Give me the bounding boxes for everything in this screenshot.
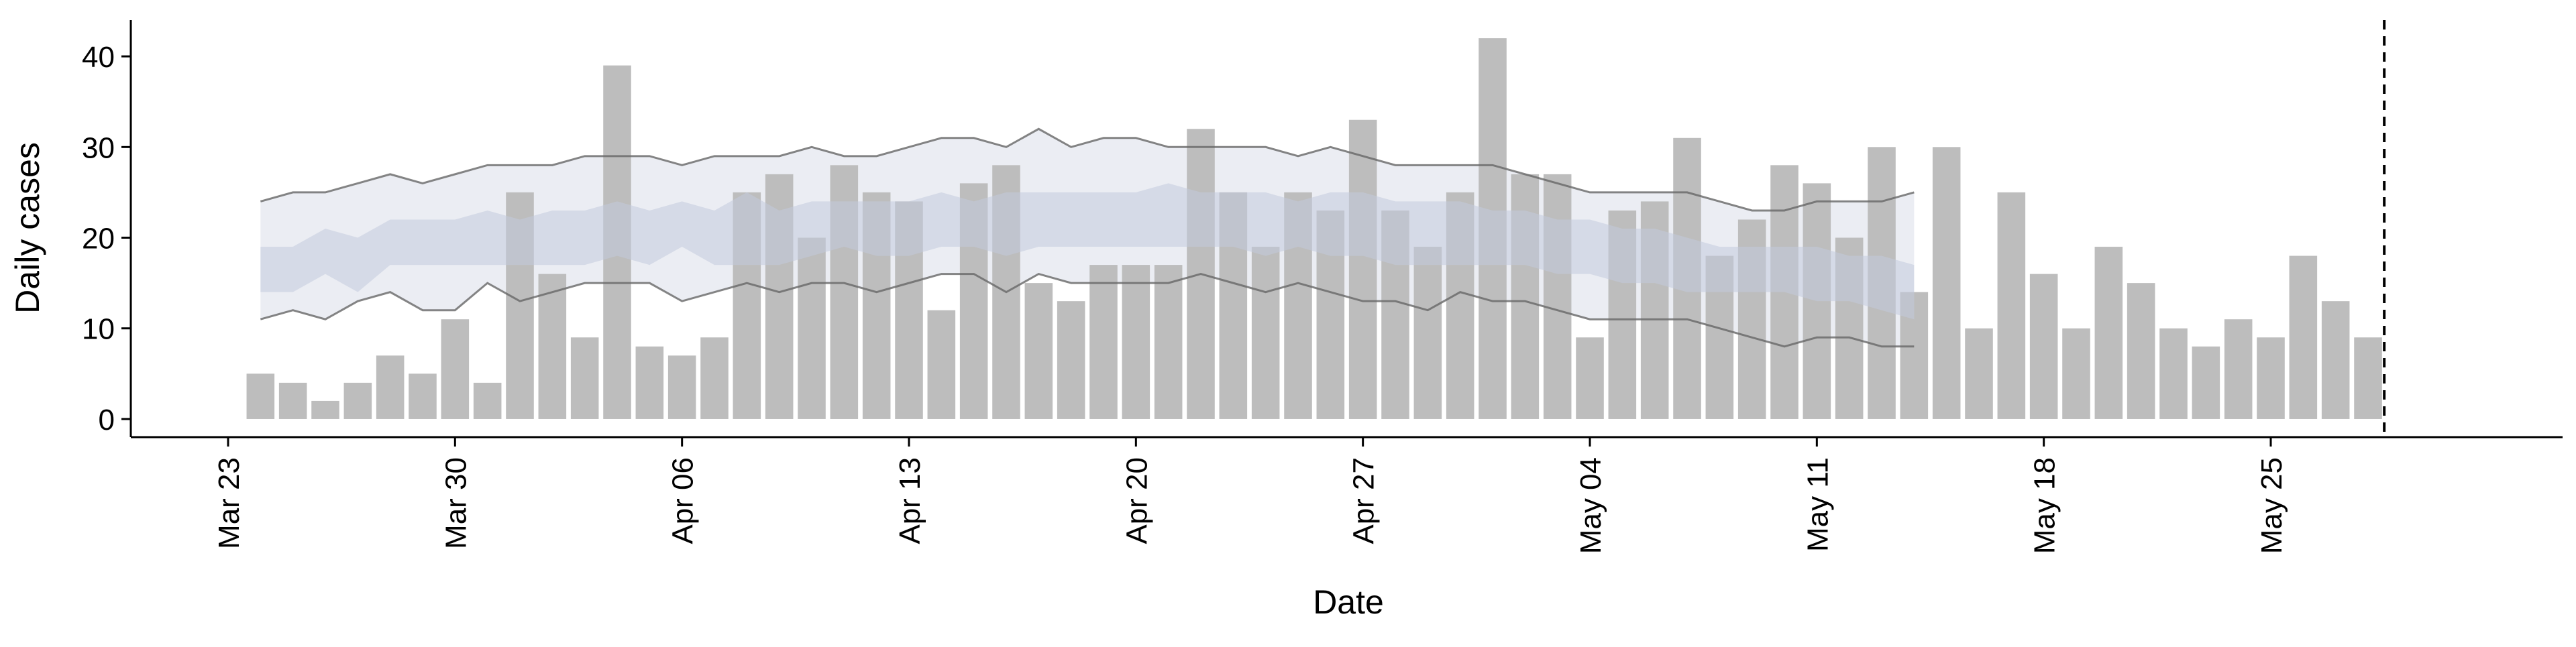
bar	[538, 274, 567, 419]
x-tick-label: May 25	[2255, 457, 2288, 554]
bar	[1089, 265, 1118, 419]
bar	[2094, 247, 2123, 419]
y-tick-label: 40	[82, 41, 115, 74]
x-tick-label: May 11	[1801, 457, 1834, 552]
bar	[311, 400, 339, 419]
x-tick-label: Apr 27	[1348, 457, 1381, 544]
bar	[409, 373, 437, 419]
x-tick-label: May 18	[2029, 457, 2061, 554]
prediction-lower-line	[260, 272, 1915, 348]
bar	[246, 373, 275, 419]
bar	[278, 382, 307, 419]
bar	[798, 237, 826, 419]
bar	[2062, 328, 2090, 419]
prediction-bound-lines-group	[260, 127, 1915, 348]
x-axis-label: Date	[1313, 583, 1384, 621]
bar	[1543, 174, 1572, 419]
x-tick-label: Mar 23	[213, 457, 246, 549]
bar	[2321, 301, 2350, 419]
y-ticks-group: 0 10 20 30 40	[82, 41, 131, 436]
bar	[2224, 319, 2253, 419]
bar	[570, 337, 599, 419]
prediction-upper-line	[260, 127, 1915, 212]
x-tick-label: Apr 06	[667, 457, 700, 544]
bar	[2127, 283, 2155, 419]
bar	[1576, 337, 1604, 419]
bar	[1024, 283, 1053, 419]
bar	[1348, 119, 1377, 419]
bar	[2159, 328, 2188, 419]
bar	[1154, 265, 1183, 419]
bar	[667, 355, 696, 419]
bar	[635, 346, 664, 419]
x-tick-label: Apr 20	[1120, 457, 1153, 544]
prediction-inner-band	[260, 183, 1915, 320]
bar	[2029, 274, 2058, 419]
bar	[2257, 337, 2285, 419]
bar	[1932, 147, 1961, 419]
bar	[700, 337, 729, 419]
bar	[1965, 328, 1993, 419]
x-ticks-group: Mar 23 Mar 30 Apr 06 Apr 13 Apr 20 Apr 27 May …	[213, 437, 2288, 554]
bar	[1251, 247, 1280, 419]
y-tick-label: 10	[82, 313, 115, 346]
bar	[2192, 346, 2220, 419]
bar	[1057, 301, 1085, 419]
y-tick-label: 20	[82, 223, 115, 255]
bar	[1803, 183, 1831, 419]
bar	[473, 382, 502, 419]
bar	[1997, 192, 2026, 419]
axes-group	[129, 20, 2563, 438]
y-axis-label: Daily cases	[9, 142, 46, 314]
bar	[2354, 337, 2382, 419]
bar	[343, 382, 372, 419]
bar	[2289, 255, 2318, 419]
y-tick-label: 30	[82, 131, 115, 164]
bar	[1413, 247, 1442, 419]
x-tick-label: Mar 30	[439, 457, 472, 549]
bar	[376, 355, 405, 419]
x-tick-label: Apr 13	[894, 457, 926, 544]
bar	[441, 319, 470, 419]
y-tick-label: 0	[99, 404, 115, 436]
bar	[927, 310, 956, 419]
x-tick-label: May 04	[1574, 457, 1607, 554]
bar	[1122, 265, 1150, 419]
prediction-inner-band-group	[260, 183, 1915, 320]
